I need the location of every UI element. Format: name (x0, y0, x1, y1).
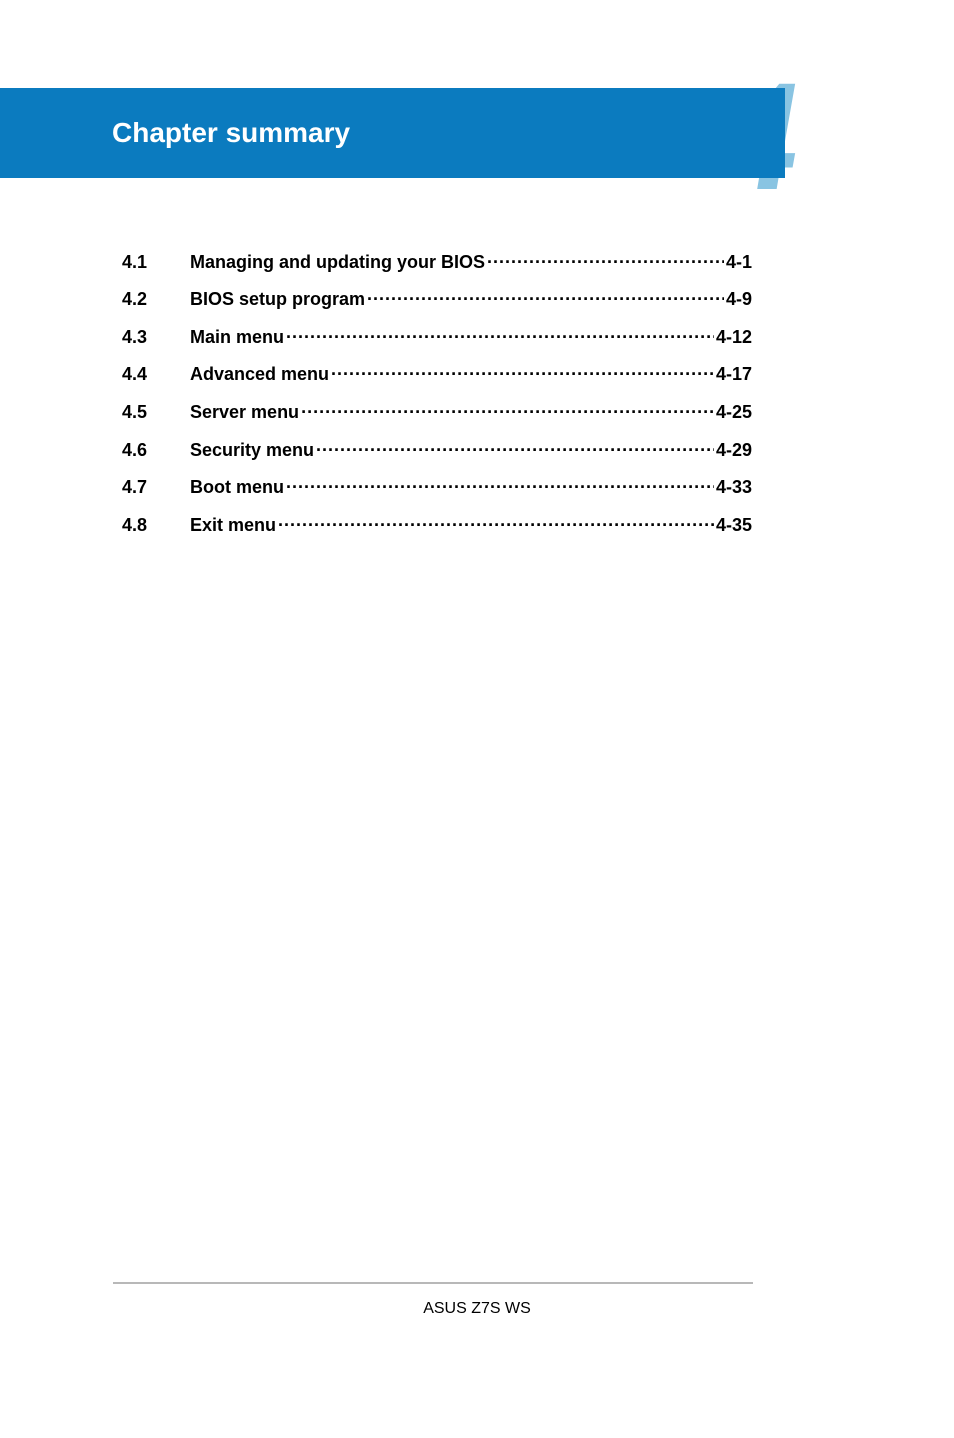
toc-page: 4-29 (716, 440, 752, 461)
toc-page: 4-33 (716, 477, 752, 498)
toc-leader-dots (316, 434, 714, 456)
toc-list: 4.1 Managing and updating your BIOS 4-1 … (122, 246, 752, 547)
toc-page: 4-25 (716, 402, 752, 423)
toc-page: 4-12 (716, 327, 752, 348)
toc-row: 4.2 BIOS setup program 4-9 (122, 284, 752, 311)
toc-title: Main menu (190, 327, 284, 348)
toc-title: Boot menu (190, 477, 284, 498)
footer-text: ASUS Z7S WS (0, 1300, 954, 1318)
toc-num: 4.8 (122, 515, 190, 536)
toc-row: 4.4 Advanced menu 4-17 (122, 359, 752, 386)
toc-page: 4-1 (726, 252, 752, 273)
chapter-title: Chapter summary (112, 117, 350, 149)
toc-leader-dots (286, 321, 714, 343)
footer-rule (113, 1282, 753, 1284)
toc-leader-dots (278, 509, 714, 531)
toc-leader-dots (286, 472, 714, 494)
toc-page: 4-9 (726, 289, 752, 310)
toc-num: 4.4 (122, 364, 190, 385)
toc-num: 4.3 (122, 327, 190, 348)
toc-row: 4.1 Managing and updating your BIOS 4-1 (122, 246, 752, 273)
toc-title: BIOS setup program (190, 289, 365, 310)
toc-num: 4.1 (122, 252, 190, 273)
toc-leader-dots (331, 359, 714, 381)
page: 4 Chapter summary 4.1 Managing and updat… (0, 0, 954, 1438)
toc-leader-dots (367, 284, 724, 306)
header-band: Chapter summary (0, 88, 785, 178)
toc-leader-dots (487, 246, 724, 268)
toc-title: Advanced menu (190, 364, 329, 385)
toc-page: 4-17 (716, 364, 752, 385)
toc-row: 4.3 Main menu 4-12 (122, 321, 752, 348)
toc-title: Exit menu (190, 515, 276, 536)
toc-num: 4.2 (122, 289, 190, 310)
toc-num: 4.5 (122, 402, 190, 423)
toc-leader-dots (301, 396, 714, 418)
toc-row: 4.8 Exit menu 4-35 (122, 509, 752, 536)
toc-row: 4.6 Security menu 4-29 (122, 434, 752, 461)
toc-row: 4.7 Boot menu 4-33 (122, 472, 752, 499)
toc-title: Server menu (190, 402, 299, 423)
toc-num: 4.7 (122, 477, 190, 498)
toc-title: Security menu (190, 440, 314, 461)
toc-title: Managing and updating your BIOS (190, 252, 485, 273)
toc-num: 4.6 (122, 440, 190, 461)
toc-row: 4.5 Server menu 4-25 (122, 396, 752, 423)
toc-page: 4-35 (716, 515, 752, 536)
